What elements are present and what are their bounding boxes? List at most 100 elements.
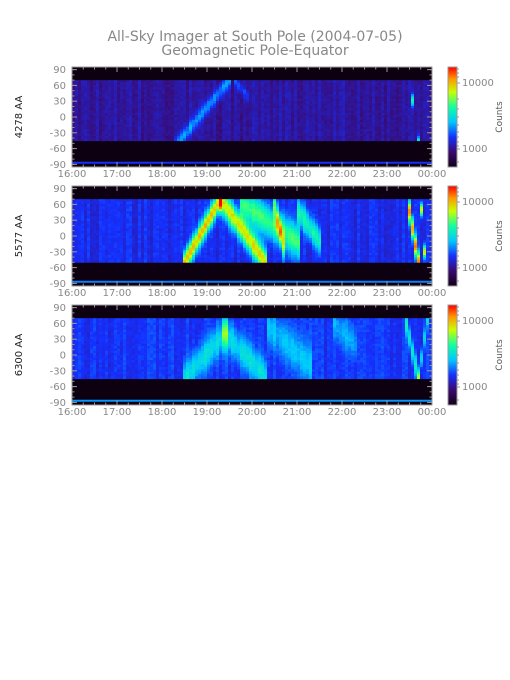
heatmap-cell: [168, 84, 172, 88]
heatmap-cell: [231, 259, 235, 263]
heatmap-cell: [348, 89, 352, 93]
heatmap-cell: [132, 103, 136, 107]
heatmap-cell: [231, 213, 235, 217]
heatmap-cell: [138, 89, 142, 93]
heatmap-cell: [156, 233, 160, 236]
heatmap-cell: [396, 112, 400, 116]
heatmap-cell: [171, 108, 175, 111]
heatmap-cell: [288, 129, 292, 132]
heatmap-cell: [399, 108, 403, 111]
heatmap-cell: [114, 206, 118, 210]
heatmap-cell: [204, 96, 208, 100]
heatmap-cell: [297, 103, 301, 107]
heatmap-cell: [237, 242, 241, 246]
heatmap-cell: [246, 112, 250, 116]
heatmap-cell: [387, 80, 391, 83]
heatmap-cell: [114, 94, 118, 97]
heatmap-cell: [198, 206, 202, 210]
heatmap-cell: [288, 101, 292, 104]
heatmap-cell: [147, 80, 151, 83]
heatmap-cell: [111, 136, 115, 139]
heatmap-cell: [132, 242, 136, 246]
heatmap-cell: [132, 225, 136, 229]
heatmap-cell: [225, 91, 229, 95]
heatmap-cell: [78, 252, 82, 256]
heatmap-cell: [144, 201, 148, 205]
heatmap-cell: [123, 255, 127, 258]
heatmap-cell: [243, 242, 247, 246]
heatmap-cell: [396, 91, 400, 95]
heatmap-cell: [210, 98, 214, 102]
heatmap-cell: [165, 87, 169, 90]
heatmap-cell: [111, 228, 115, 232]
heatmap-cell: [102, 101, 106, 104]
heatmap-cell: [105, 112, 109, 116]
heatmap-cell: [234, 129, 238, 132]
heatmap-cell: [366, 124, 370, 128]
heatmap-cell: [93, 136, 97, 139]
heatmap-cell: [402, 94, 406, 97]
heatmap-cell: [126, 213, 130, 217]
heatmap-cell: [255, 257, 259, 261]
heatmap-cell: [252, 117, 256, 121]
heatmap-cell: [165, 221, 169, 224]
heatmap-cell: [270, 126, 274, 130]
heatmap-cell: [375, 110, 379, 114]
heatmap-cell: [180, 129, 184, 132]
heatmap-cell: [210, 225, 214, 229]
heatmap-cell: [312, 80, 316, 83]
heatmap-cell: [249, 115, 253, 118]
heatmap-cell: [384, 91, 388, 95]
heatmap-cell: [240, 250, 244, 253]
heatmap-cell: [339, 138, 343, 142]
heatmap-cell: [360, 131, 364, 135]
heatmap-cell: [396, 105, 400, 109]
heatmap-cell: [108, 223, 112, 227]
heatmap-cell: [423, 131, 427, 135]
heatmap-cell: [183, 115, 187, 118]
heatmap-cell: [348, 101, 352, 104]
heatmap-cell: [120, 252, 124, 256]
heatmap-cell: [207, 204, 211, 207]
heatmap-cell: [201, 115, 205, 118]
heatmap-cell: [228, 138, 232, 142]
heatmap-cell: [381, 108, 385, 111]
heatmap-cell: [117, 98, 121, 102]
heatmap-cell: [72, 87, 76, 90]
heatmap-cell: [243, 228, 247, 232]
heatmap-cell: [417, 98, 421, 102]
heatmap-cell: [84, 250, 88, 253]
heatmap-cell: [72, 122, 76, 125]
heatmap-cell: [303, 126, 307, 130]
heatmap-cell: [165, 117, 169, 121]
heatmap-cell: [144, 98, 148, 102]
heatmap-cell: [174, 230, 178, 234]
heatmap-cell: [168, 119, 172, 123]
heatmap-cell: [330, 126, 334, 130]
heatmap-cell: [207, 84, 211, 88]
heatmap-cell: [207, 112, 211, 116]
heatmap-cell: [162, 87, 166, 90]
heatmap-cell: [222, 208, 226, 212]
heatmap-cell: [273, 94, 277, 97]
heatmap-cell: [267, 103, 271, 107]
heatmap-cell: [186, 204, 190, 207]
heatmap-cell: [111, 233, 115, 236]
heatmap-cell: [156, 119, 160, 123]
heatmap-cell: [111, 211, 115, 215]
heatmap-cell: [351, 117, 355, 121]
heatmap-cell: [81, 211, 85, 215]
heatmap-cell: [348, 103, 352, 107]
heatmap-cell: [201, 204, 205, 207]
heatmap-cell: [306, 105, 310, 109]
heatmap-cell: [135, 80, 139, 83]
heatmap-cell: [246, 131, 250, 135]
heatmap-cell: [339, 126, 343, 130]
heatmap-cell: [222, 211, 226, 215]
heatmap-cell: [402, 136, 406, 139]
heatmap-cell: [141, 252, 145, 256]
heatmap-cell: [243, 240, 247, 244]
heatmap-cell: [114, 233, 118, 236]
heatmap-cell: [144, 235, 148, 239]
heatmap-cell: [174, 213, 178, 217]
